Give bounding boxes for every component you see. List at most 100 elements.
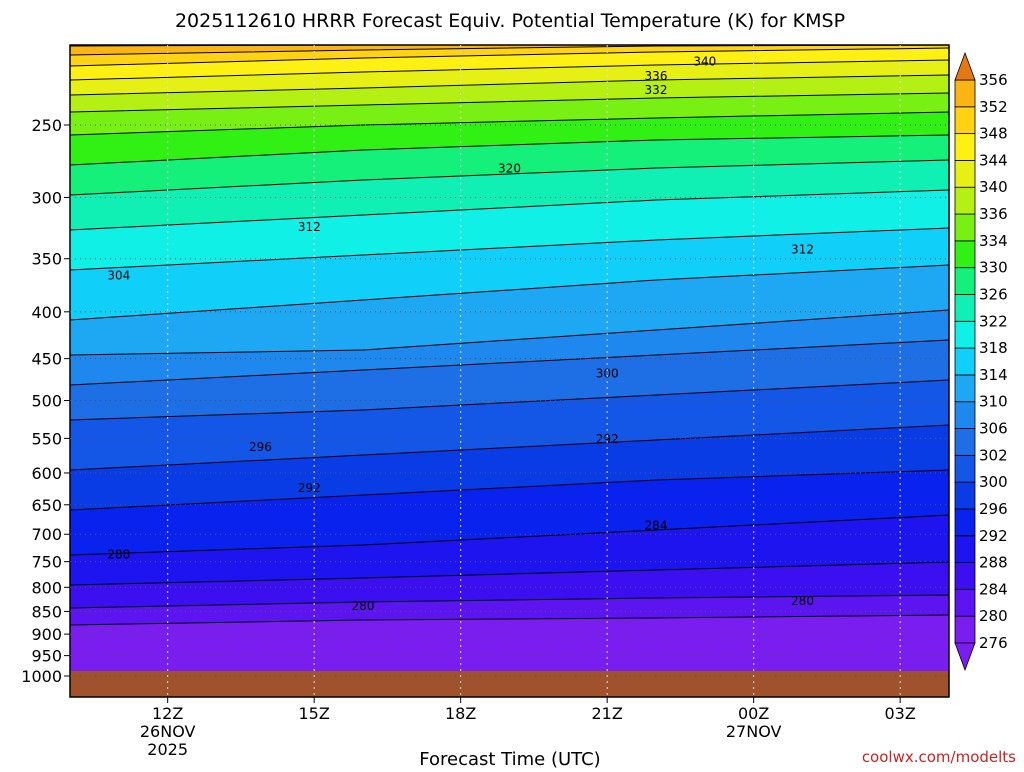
x-tick-label: 00Z <box>738 704 769 723</box>
contour-label: 340 <box>693 54 716 68</box>
contour-label: 304 <box>107 268 130 282</box>
y-tick-label: 300 <box>31 188 62 207</box>
contour-line <box>69 594 950 609</box>
contour-label: 280 <box>352 599 375 613</box>
x-tick-label: 21Z <box>592 704 623 723</box>
contour-label: 312 <box>791 243 814 257</box>
y-tick-label: 850 <box>31 602 62 621</box>
colorbar-segment <box>954 186 976 215</box>
grid-lines <box>70 45 949 697</box>
colorbar-segment <box>954 240 976 269</box>
contour-line <box>69 189 950 231</box>
plot-area <box>69 44 950 698</box>
colorbar-label: 344 <box>979 151 1008 169</box>
colorbar-segment <box>954 79 976 108</box>
colorbar-segment <box>954 106 976 135</box>
contour-line <box>69 469 950 511</box>
contour-line <box>69 264 950 321</box>
contour-line <box>69 159 950 196</box>
colorbar-segment <box>954 267 976 295</box>
colorbar-segment <box>954 133 976 161</box>
colorbar-segment <box>954 481 976 510</box>
contour-line <box>69 309 950 356</box>
y-tick-label: 450 <box>31 350 62 369</box>
contour-line <box>69 339 950 386</box>
contour-label: 296 <box>249 440 272 454</box>
y-axis: 250 300 350 400 450 500 550 600 650 700 750 800 850 9… <box>21 116 70 686</box>
contour-label: 280 <box>791 594 814 608</box>
y-tick-label: 800 <box>31 578 62 597</box>
colorbar-label: 314 <box>979 366 1008 384</box>
colorbar-segment <box>954 588 976 617</box>
contour-line <box>69 47 950 67</box>
contour-line <box>69 111 950 136</box>
colorbar-label: 292 <box>979 527 1008 545</box>
y-tick-label: 950 <box>31 647 62 666</box>
colorbar-label: 340 <box>979 178 1008 196</box>
colorbar-label: 352 <box>979 98 1008 116</box>
colorbar-label: 326 <box>979 285 1008 303</box>
contour-line <box>69 514 950 556</box>
colorbar-label: 300 <box>979 473 1008 491</box>
x-tick-label: 12Z <box>152 704 183 723</box>
y-tick-label: 650 <box>31 496 62 515</box>
contour-lines <box>69 44 950 626</box>
colorbar-label: 330 <box>979 259 1008 277</box>
contour-line <box>69 59 950 81</box>
y-tick-label: 550 <box>31 429 62 448</box>
contour-label: 284 <box>645 519 668 533</box>
colorbar-segment <box>954 508 976 537</box>
x-tick-label: 03Z <box>885 704 916 723</box>
contour-line <box>69 74 950 96</box>
contour-line <box>69 92 950 113</box>
colorbar-label: 310 <box>979 393 1008 411</box>
contour-line <box>69 614 950 626</box>
y-tick-label: 750 <box>31 553 62 572</box>
colorbar-segment <box>954 374 976 403</box>
x-tick-date: 26NOV <box>140 722 196 741</box>
colorbar-label: 334 <box>979 232 1008 250</box>
colorbar-label: 276 <box>979 634 1008 652</box>
colorbar-segment <box>954 615 976 644</box>
y-tick-label: 1000 <box>21 667 62 686</box>
contour-label: 300 <box>596 366 619 380</box>
y-tick-label: 350 <box>31 250 62 269</box>
contour-label: 288 <box>107 548 130 562</box>
y-tick-label: 700 <box>31 525 62 544</box>
colorbar-segment <box>954 213 976 242</box>
y-tick-label: 900 <box>31 625 62 644</box>
colorbar-label: 356 <box>979 71 1008 89</box>
colorbar-segment <box>954 160 976 188</box>
colorbar-segment <box>954 562 976 590</box>
chart-title: 2025112610 HRRR Forecast Equiv. Potentia… <box>175 10 845 32</box>
colorbar-segment <box>954 294 976 322</box>
y-tick-label: 500 <box>31 392 62 411</box>
contour-line <box>69 424 950 471</box>
credit-text: coolwx.com/modelts <box>862 748 1016 766</box>
filled-band <box>70 45 949 55</box>
colorbar-top-arrow <box>954 51 976 81</box>
colorbar-segment <box>954 535 976 563</box>
colorbar-segment <box>954 401 976 429</box>
x-tick-label: 15Z <box>299 704 330 723</box>
contour-line <box>69 44 949 47</box>
contour-line <box>69 379 950 421</box>
colorbar-label: 306 <box>979 420 1008 438</box>
colorbar-segment <box>954 454 976 483</box>
colorbar-label: 288 <box>979 554 1008 572</box>
colorbar-label: 322 <box>979 312 1008 330</box>
contour-label: 292 <box>298 481 321 495</box>
contour-line <box>69 227 950 271</box>
y-tick-label: 600 <box>31 464 62 483</box>
contour-label: 336 <box>645 69 668 83</box>
colorbar: 276 280 284 288 292 296 300 302 306 310 314 318 322 3… <box>954 51 1008 672</box>
y-tick-label: 250 <box>31 116 62 135</box>
colorbar-label: 318 <box>979 339 1008 357</box>
colorbar-label: 302 <box>979 446 1008 464</box>
colorbar-label: 280 <box>979 607 1008 625</box>
y-tick-label: 400 <box>31 303 62 322</box>
contour-label: 320 <box>498 162 521 176</box>
